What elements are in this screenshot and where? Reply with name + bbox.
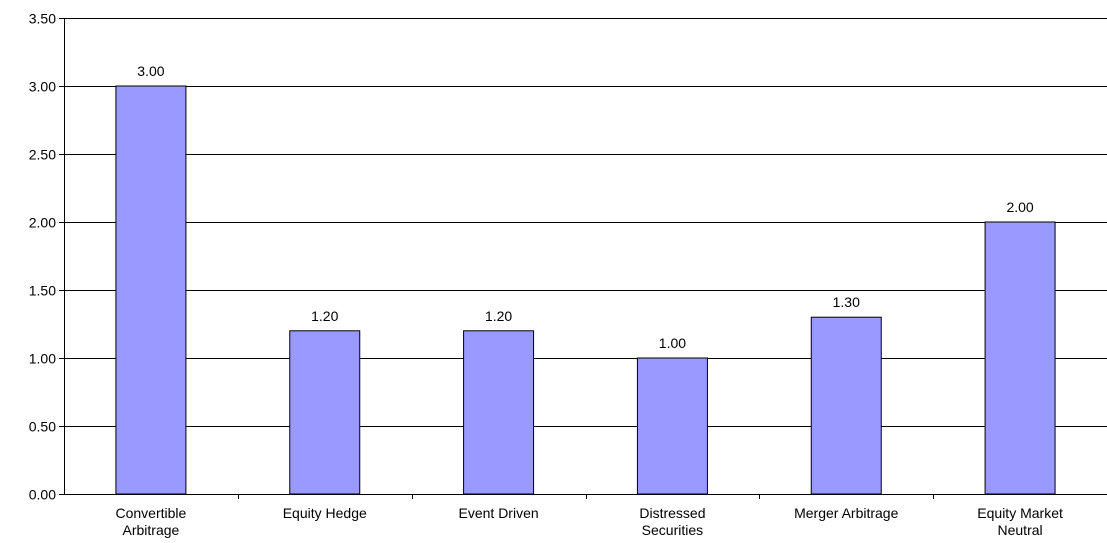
data-label: 3.00 — [137, 63, 164, 79]
gridlines — [64, 18, 1107, 427]
y-tick-label: 3.00 — [29, 79, 56, 95]
category-label: Distressed — [639, 505, 705, 521]
y-tick-label: 3.50 — [29, 11, 56, 27]
y-tick-label: 0.50 — [29, 419, 56, 435]
axes — [59, 18, 1107, 499]
data-label: 1.30 — [833, 294, 860, 310]
y-tick-label: 2.00 — [29, 215, 56, 231]
category-label: Securities — [642, 522, 703, 538]
y-tick-label: 1.00 — [29, 351, 56, 367]
bar — [810, 316, 882, 495]
labels: 0.00 0.50 1.00 1.50 2.00 2.50 3.00 3.50 3.00 Conv… — [29, 11, 1063, 539]
bar — [984, 221, 1056, 495]
category-label: Merger Arbitrage — [794, 505, 898, 521]
bar — [636, 357, 708, 495]
bar — [115, 85, 187, 495]
category-label: Convertible — [116, 505, 187, 521]
data-label: 1.00 — [659, 335, 686, 351]
bar — [289, 330, 361, 495]
y-tick-label: 0.00 — [29, 487, 56, 503]
y-tick-label: 1.50 — [29, 283, 56, 299]
data-label: 1.20 — [311, 308, 338, 324]
bars — [115, 85, 1056, 495]
category-label: Event Driven — [459, 505, 539, 521]
y-tick-label: 2.50 — [29, 147, 56, 163]
category-label: Equity Hedge — [283, 505, 367, 521]
data-label: 2.00 — [1006, 199, 1033, 215]
data-label: 1.20 — [485, 308, 512, 324]
category-label: Arbitrage — [123, 522, 180, 538]
bar — [463, 330, 535, 495]
category-label: Neutral — [998, 522, 1043, 538]
category-label: Equity Market — [977, 505, 1063, 521]
